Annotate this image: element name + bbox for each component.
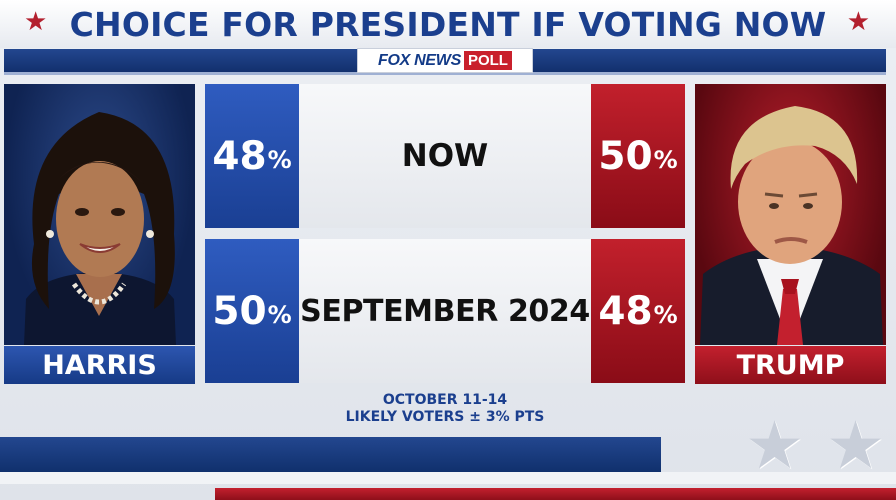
unit-label: % bbox=[653, 146, 678, 174]
source-brand: FOX NEWS bbox=[378, 51, 461, 69]
unit-label: % bbox=[653, 301, 678, 329]
result-row: 48% NOW 50% bbox=[205, 84, 685, 228]
decorative-stripe-red bbox=[215, 488, 896, 500]
trump-name-label: TRUMP bbox=[695, 346, 886, 384]
row-label: SEPTEMBER 2024 bbox=[300, 293, 590, 329]
source-tag: POLL bbox=[463, 51, 512, 70]
harris-photo bbox=[4, 84, 195, 345]
poll-footnote: OCTOBER 11-14 LIKELY VOTERS ± 3% PTS bbox=[205, 392, 685, 426]
star-icon: ★ bbox=[846, 6, 870, 36]
row-label: NOW bbox=[401, 138, 489, 174]
harris-value: 48 bbox=[212, 133, 267, 179]
star-icon: ★ bbox=[745, 408, 805, 482]
poll-dates: OCTOBER 11-14 bbox=[382, 392, 508, 408]
trump-photo bbox=[695, 84, 886, 345]
trump-value-cell: 48% bbox=[591, 239, 685, 383]
unit-label: % bbox=[267, 301, 292, 329]
result-row: 50% SEPTEMBER 2024 48% bbox=[205, 239, 685, 383]
star-icon: ★ bbox=[24, 6, 48, 36]
decorative-stripe-blue bbox=[0, 437, 661, 472]
harris-value-cell: 50% bbox=[205, 239, 299, 383]
trump-value: 50 bbox=[598, 133, 653, 179]
harris-portrait-icon bbox=[24, 112, 176, 345]
trump-value-cell: 50% bbox=[591, 84, 685, 228]
harris-value-cell: 48% bbox=[205, 84, 299, 228]
trump-portrait-icon bbox=[700, 106, 883, 345]
source-badge: FOX NEWS POLL bbox=[357, 48, 533, 73]
harris-value: 50 bbox=[212, 288, 267, 334]
chart-title: CHOICE FOR PRESIDENT IF VOTING NOW bbox=[69, 4, 827, 44]
unit-label: % bbox=[267, 146, 292, 174]
title-band: ★ CHOICE FOR PRESIDENT IF VOTING NOW ★ bbox=[0, 0, 896, 48]
star-icon: ★ bbox=[826, 408, 886, 482]
poll-sample: LIKELY VOTERS ± 3% PTS bbox=[345, 409, 545, 425]
decorative-stripe-white bbox=[0, 472, 896, 484]
trump-value: 48 bbox=[598, 288, 653, 334]
harris-name-label: HARRIS bbox=[4, 346, 195, 384]
